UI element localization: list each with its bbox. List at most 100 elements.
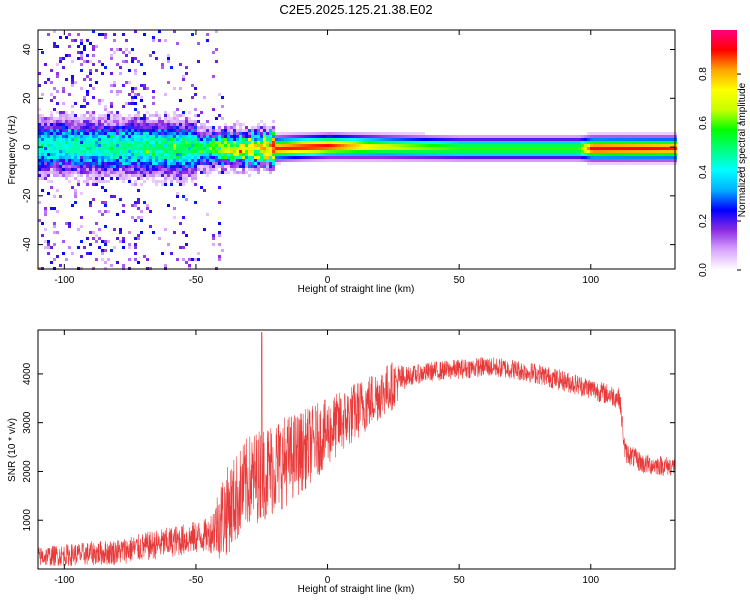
- spectrogram-cell: [107, 171, 110, 174]
- spectrogram-cell: [44, 123, 47, 126]
- spectrogram-cell: [365, 135, 368, 138]
- spectrogram-cell: [239, 135, 242, 138]
- spectrogram-cell: [257, 156, 260, 159]
- spectrogram-cell: [365, 141, 368, 144]
- spectrogram-cell: [218, 138, 221, 141]
- spectrogram-cell: [116, 177, 119, 180]
- spectrogram-cell: [74, 177, 77, 180]
- spectrogram-cell: [77, 129, 80, 132]
- spectrogram-cell: [113, 141, 116, 144]
- spectrogram-cell: [269, 129, 272, 132]
- spectrogram-cell: [113, 114, 116, 117]
- spectrogram-cell: [263, 129, 266, 132]
- spectrogram-cell: [110, 162, 113, 165]
- spectrogram-cell: [92, 183, 95, 186]
- spectrogram-cell: [599, 138, 602, 141]
- spectrogram-cell: [77, 180, 80, 183]
- spectrogram-cell: [149, 144, 152, 147]
- spectrogram-cell: [59, 156, 62, 159]
- spectrogram-cell: [38, 114, 41, 117]
- spectrogram-cell: [152, 96, 155, 99]
- spectrogram-cell: [173, 141, 176, 144]
- spectrogram-cell: [494, 144, 497, 147]
- spectrogram-cell: [236, 162, 239, 165]
- spectrogram-cell: [239, 144, 242, 147]
- spectrogram-cell: [140, 132, 143, 135]
- spectrogram-cell: [314, 135, 317, 138]
- spectrogram-cell: [197, 138, 200, 141]
- spectrogram-cell: [92, 198, 95, 201]
- spectrogram-cell: [77, 147, 80, 150]
- spectrogram-cell: [656, 147, 659, 150]
- spectrogram-cell: [626, 162, 629, 165]
- spectrogram-cell: [533, 141, 536, 144]
- spectrogram-cell: [260, 120, 263, 123]
- spectrogram-cell: [110, 120, 113, 123]
- spectrogram-cell: [89, 231, 92, 234]
- spectrogram-cell: [665, 132, 668, 135]
- spectrogram-cell: [41, 123, 44, 126]
- spectrogram-cell: [668, 147, 671, 150]
- spectrogram-cell: [89, 69, 92, 72]
- spectrogram-cell: [254, 126, 257, 129]
- spectrogram-cell: [167, 129, 170, 132]
- spectrogram-cell: [302, 147, 305, 150]
- spectrogram-cell: [665, 153, 668, 156]
- spectrogram-cell: [407, 132, 410, 135]
- spectrogram-cell: [338, 138, 341, 141]
- spectrogram-cell: [65, 168, 68, 171]
- spectrogram-cell: [161, 66, 164, 69]
- spectrogram-cell: [602, 135, 605, 138]
- spectrogram-cell: [314, 138, 317, 141]
- spectrogram-cell: [191, 168, 194, 171]
- spectrogram-cell: [665, 138, 668, 141]
- spectrogram-cell: [329, 150, 332, 153]
- spectrogram-cell: [593, 141, 596, 144]
- spectrogram-cell: [338, 150, 341, 153]
- spectrogram-cell: [191, 162, 194, 165]
- spectrogram-cell: [128, 180, 131, 183]
- spectrogram-cell: [191, 147, 194, 150]
- spectrogram-cell: [155, 150, 158, 153]
- spectrogram-cell: [215, 48, 218, 51]
- spectrogram-cell: [668, 135, 671, 138]
- spectrogram-cell: [200, 159, 203, 162]
- spectrogram-cell: [92, 231, 95, 234]
- spectrogram-cell: [107, 258, 110, 261]
- spectrogram-cell: [110, 117, 113, 120]
- spectrogram-cell: [107, 141, 110, 144]
- spectrogram-cell: [560, 141, 563, 144]
- spectrogram-cell: [125, 132, 128, 135]
- spectrogram-cell: [122, 144, 125, 147]
- spectrogram-cell: [275, 132, 278, 135]
- spectrogram-cell: [170, 177, 173, 180]
- spectrogram-cell: [644, 138, 647, 141]
- spectrogram-cell: [80, 216, 83, 219]
- spectrogram-cell: [518, 141, 521, 144]
- spectrogram-cell: [659, 150, 662, 153]
- spectrogram-cell: [104, 156, 107, 159]
- spectrogram-cell: [77, 228, 80, 231]
- spectrogram-cell: [266, 162, 269, 165]
- spectrogram-cell: [587, 141, 590, 144]
- spectrogram-cell: [50, 93, 53, 96]
- spectrogram-cell: [134, 144, 137, 147]
- spectrogram-cell: [590, 153, 593, 156]
- spectrogram-cell: [119, 228, 122, 231]
- spectrogram-cell: [245, 138, 248, 141]
- spectrogram-cell: [647, 162, 650, 165]
- spectrogram-cell: [119, 48, 122, 51]
- spectrogram-cell: [623, 159, 626, 162]
- spectrogram-cell: [443, 159, 446, 162]
- spectrogram-cell: [173, 150, 176, 153]
- spectrogram-cell: [665, 144, 668, 147]
- spectrogram-cell: [668, 132, 671, 135]
- spectrogram-cell: [62, 87, 65, 90]
- spectrogram-cell: [299, 138, 302, 141]
- spectrogram-cell: [299, 135, 302, 138]
- spectrogram-cell: [260, 165, 263, 168]
- spectrogram-cell: [218, 171, 221, 174]
- spectrogram-cell: [221, 171, 224, 174]
- spectrogram-cell: [641, 135, 644, 138]
- spectrogram-cell: [71, 111, 74, 114]
